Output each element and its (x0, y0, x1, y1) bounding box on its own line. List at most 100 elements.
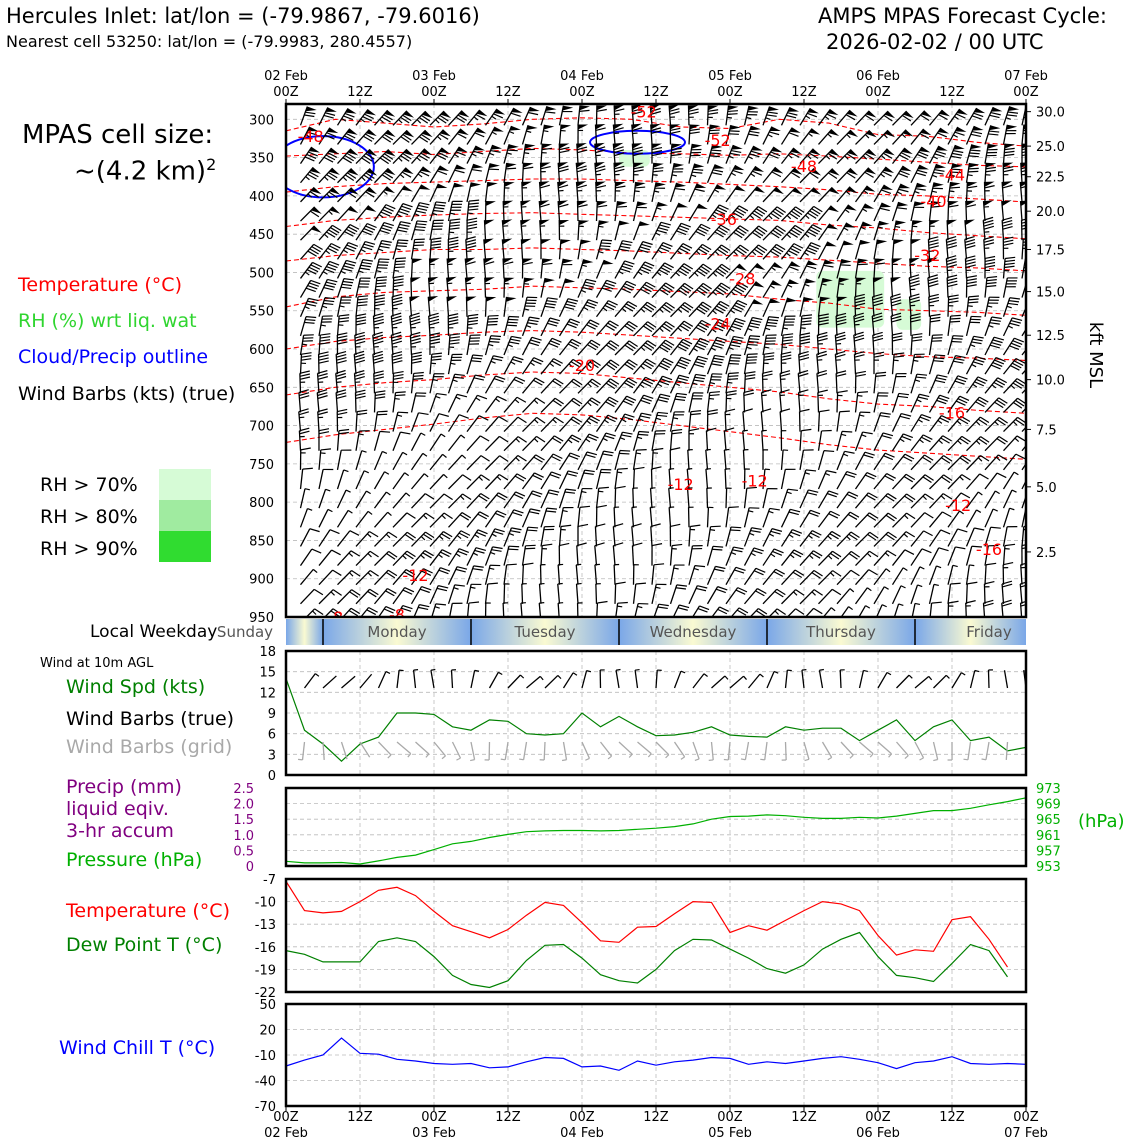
grid-wind-barb (618, 741, 633, 755)
wind-barb (428, 315, 431, 336)
isotherm-label: -20 (569, 356, 595, 375)
wind-barb-feather (425, 512, 435, 520)
wind-barb-feather (595, 149, 606, 154)
wind-chill-label: Wind Chill T (°C) (59, 1037, 216, 1059)
bottom-hour-label: 00Z (865, 1110, 891, 1125)
wind-barb (725, 205, 740, 222)
wind-barb-feather (1036, 398, 1045, 404)
wind-barb-feather (831, 530, 841, 538)
wind-barb-flag (729, 125, 741, 130)
wind-barb-feather (697, 355, 709, 360)
wind-barb-feather (810, 242, 821, 248)
weekday-band (915, 619, 1026, 645)
wind-barb-feather (949, 320, 961, 323)
wind-barb-feather (393, 281, 404, 285)
wind-barb (762, 298, 772, 317)
wind-barb (984, 336, 995, 356)
true-wind-barb-half-feather (430, 668, 436, 671)
wind-barb-feather (428, 315, 439, 320)
wind-barb-feather (305, 287, 316, 293)
isotherm-label: -12 (742, 472, 768, 491)
wind-barb (466, 415, 480, 432)
wind-barb-feather (947, 280, 958, 285)
wind-barb (466, 315, 469, 336)
wind-barb-feather (910, 319, 921, 323)
wind-barb (1019, 181, 1023, 202)
wind-barb-flag (401, 185, 413, 192)
wind-barb-feather (894, 352, 905, 355)
wind-barb-feather (1013, 360, 1024, 367)
wind-barb (873, 392, 879, 413)
wind-barb-feather (480, 455, 490, 462)
wind-barb-feather (487, 317, 499, 320)
wind-barb-feather (362, 246, 373, 251)
wind-barb-feather (676, 584, 687, 587)
wind-barb-half-feather (693, 347, 698, 352)
wind-barb (711, 606, 720, 617)
grid-wind-barb (451, 741, 462, 759)
wind-barb-feather (355, 340, 366, 345)
wind-barb (1002, 258, 1006, 279)
wind-barb-feather (995, 356, 1006, 362)
wind-barb-half-feather (305, 134, 311, 138)
wind-barb-feather (613, 542, 624, 547)
wind-barb-feather (941, 415, 951, 421)
wind-barb-feather (738, 607, 749, 614)
true-wind-barb-half-feather (773, 670, 779, 674)
wind-barb-feather (615, 485, 626, 489)
wind-barb (965, 583, 968, 604)
wind-barb (762, 106, 771, 126)
wind-barb-feather (977, 398, 987, 405)
wind-barb (762, 528, 773, 547)
wind-barb-feather (750, 529, 761, 533)
wind-barb-feather (883, 114, 893, 122)
wind-barb-flag (325, 107, 337, 112)
wind-barb-half-feather (617, 471, 623, 474)
wind-barb-feather (811, 530, 822, 536)
wind-barb-half-feather (471, 153, 477, 157)
wind-barb (503, 162, 508, 183)
grid-wind-barb-half-feather (849, 754, 854, 759)
wind-barb-feather (771, 528, 783, 532)
pressure-tick-label: 450 (249, 228, 274, 243)
wind-barb-flag (891, 276, 902, 283)
wind-barb (355, 470, 365, 490)
wind-barb-feather (410, 331, 421, 336)
wind-barb-feather (665, 302, 675, 309)
wind-barb-half-feather (621, 307, 627, 313)
wind-barb (891, 549, 906, 566)
wind-barb-flag (511, 107, 523, 113)
wind-barb (947, 474, 963, 490)
wind-barb-feather (1004, 150, 1015, 154)
wind-barb (483, 258, 487, 279)
wind-barb-flag (347, 148, 359, 156)
wind-barb-feather (1004, 543, 1016, 547)
wind-barb-half-feather (765, 327, 771, 331)
wind-barb-feather (363, 227, 374, 234)
wind-barb-flag (484, 277, 495, 283)
wind-barb-half-feather (896, 191, 903, 195)
wind-barb-feather (757, 205, 768, 213)
wind-barb-flag (920, 128, 932, 136)
true-wind-barb (877, 672, 888, 689)
wind-barb (503, 356, 515, 375)
wind-barb (521, 583, 524, 604)
wind-barb-feather (338, 431, 349, 435)
wind-barb (834, 354, 838, 375)
wind-barb-feather (883, 152, 893, 159)
wind-barb (316, 392, 320, 413)
wind-barb-feather (1015, 357, 1026, 364)
wind-barb-flag (594, 162, 605, 168)
wind-barb-half-feather (884, 586, 889, 590)
wind-barb-flag (846, 110, 858, 117)
wind-barb (612, 526, 616, 547)
wind-barb-feather (776, 243, 786, 251)
wind-barb-flag (613, 123, 624, 130)
wind-barb-half-feather (659, 327, 664, 332)
wind-barb-feather (401, 171, 412, 178)
wind-barb-flag (492, 126, 504, 132)
wind-barb-feather (770, 151, 781, 157)
wind-barb-feather (515, 491, 526, 497)
wind-barb-feather (909, 277, 920, 282)
wind-barb (373, 392, 376, 413)
